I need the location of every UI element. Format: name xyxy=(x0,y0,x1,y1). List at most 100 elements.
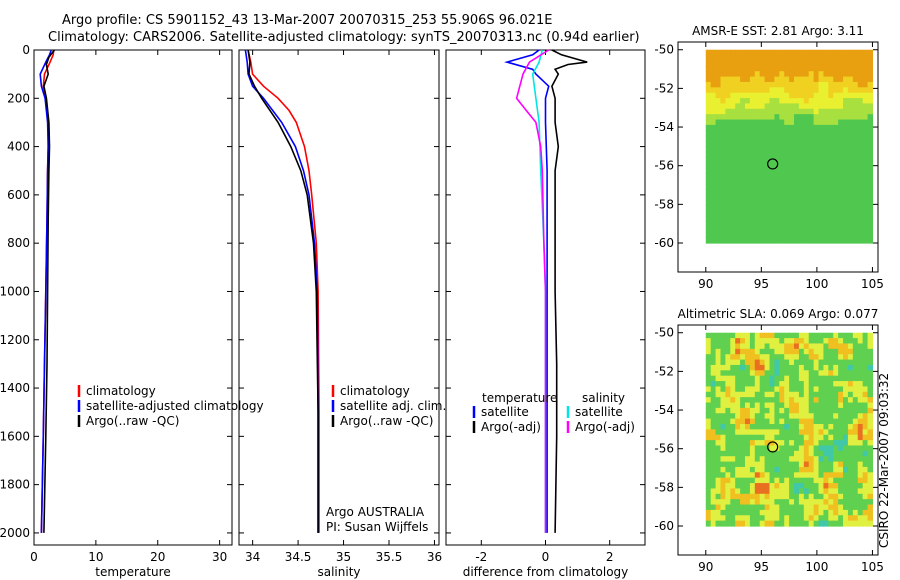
map-cell xyxy=(794,509,800,516)
map-cell xyxy=(823,515,829,522)
map-cell xyxy=(803,397,810,404)
map-cell xyxy=(759,348,766,355)
y-tick-label: -56 xyxy=(654,159,674,173)
map-cell xyxy=(847,418,854,425)
map-cell xyxy=(847,183,854,190)
map-cell xyxy=(779,210,785,217)
map-cell xyxy=(759,189,766,196)
x-tick-label: 95 xyxy=(754,277,769,291)
map-cell xyxy=(813,205,820,212)
map-cell xyxy=(847,391,854,398)
map-cell xyxy=(779,173,785,180)
map-cell xyxy=(720,71,726,78)
map-cell xyxy=(744,55,751,62)
map-cell xyxy=(759,515,766,522)
map-cell xyxy=(764,477,771,484)
map-cell xyxy=(852,135,859,142)
map-cell xyxy=(808,200,815,207)
map-cell xyxy=(744,157,751,164)
map-cell xyxy=(808,167,815,174)
map-cell xyxy=(867,504,874,511)
map-cell xyxy=(862,119,869,126)
map-cell xyxy=(798,375,805,382)
map-cell xyxy=(720,520,726,527)
map-cell xyxy=(852,386,859,393)
map-cell xyxy=(818,477,825,484)
map-cell xyxy=(744,359,751,366)
map-cell xyxy=(730,124,736,131)
map-cell xyxy=(744,173,751,180)
map-cell xyxy=(843,141,849,147)
map-cell xyxy=(730,157,736,164)
map-cell xyxy=(754,49,761,56)
map-cell xyxy=(740,493,746,500)
map-cell xyxy=(798,162,805,169)
map-cell xyxy=(818,157,825,164)
map-cell xyxy=(794,488,800,495)
map-cell xyxy=(813,183,820,190)
map-cell xyxy=(744,461,751,468)
map-cell xyxy=(867,359,874,366)
map-cell xyxy=(720,407,726,414)
map-cell xyxy=(789,499,795,506)
map-cell xyxy=(823,55,829,62)
map-cell xyxy=(794,108,800,115)
map-cell xyxy=(823,146,829,153)
map-cell xyxy=(867,87,874,94)
map-cell xyxy=(813,162,820,169)
map-cell xyxy=(838,71,844,78)
map-cell xyxy=(808,173,815,180)
map-cell xyxy=(789,397,795,404)
map-cell xyxy=(847,130,854,137)
map-cell xyxy=(725,424,731,430)
map-cell xyxy=(759,146,766,153)
map-cell xyxy=(744,98,751,105)
map-cell xyxy=(813,167,820,174)
map-cell xyxy=(774,493,780,500)
map-cell xyxy=(735,151,741,158)
map-cell xyxy=(759,440,766,447)
map-cell xyxy=(803,364,810,371)
map-cell xyxy=(774,381,780,388)
map-cell xyxy=(769,210,775,217)
map-cell xyxy=(784,189,790,196)
map-cell xyxy=(828,375,834,382)
map-cell xyxy=(779,87,785,94)
map-cell xyxy=(818,332,825,339)
map-cell xyxy=(740,173,746,180)
map-cell xyxy=(730,424,736,430)
map-cell xyxy=(725,141,731,147)
map-cell xyxy=(779,424,785,430)
map-cell xyxy=(705,520,712,527)
map-cell xyxy=(843,364,849,371)
map-cell xyxy=(867,114,874,121)
map-cell xyxy=(862,226,869,233)
map-cell xyxy=(843,477,849,484)
map-cell xyxy=(833,87,839,94)
map-cell xyxy=(823,119,829,126)
map-cell xyxy=(774,135,780,142)
map-cell xyxy=(749,413,756,420)
map-cell xyxy=(813,65,820,72)
legend-header: temperature xyxy=(482,391,557,405)
map-cell xyxy=(843,108,849,115)
map-cell xyxy=(725,49,731,56)
map-cell xyxy=(710,55,717,62)
map-cell xyxy=(735,200,741,207)
map-cell xyxy=(838,183,844,190)
map-cell xyxy=(823,472,829,479)
map-cell xyxy=(847,216,854,223)
map-cell xyxy=(833,76,839,83)
map-cell xyxy=(843,375,849,382)
map-cell xyxy=(789,456,795,463)
map-cell xyxy=(847,483,854,490)
axes-frame xyxy=(677,324,879,556)
map-cell xyxy=(857,477,864,484)
map-cell xyxy=(808,440,815,447)
map-cell xyxy=(862,477,869,484)
map-cell xyxy=(828,413,834,420)
map-cell xyxy=(794,483,800,490)
map-cell xyxy=(744,65,751,72)
map-cell xyxy=(808,183,815,190)
map-cell xyxy=(813,92,820,99)
